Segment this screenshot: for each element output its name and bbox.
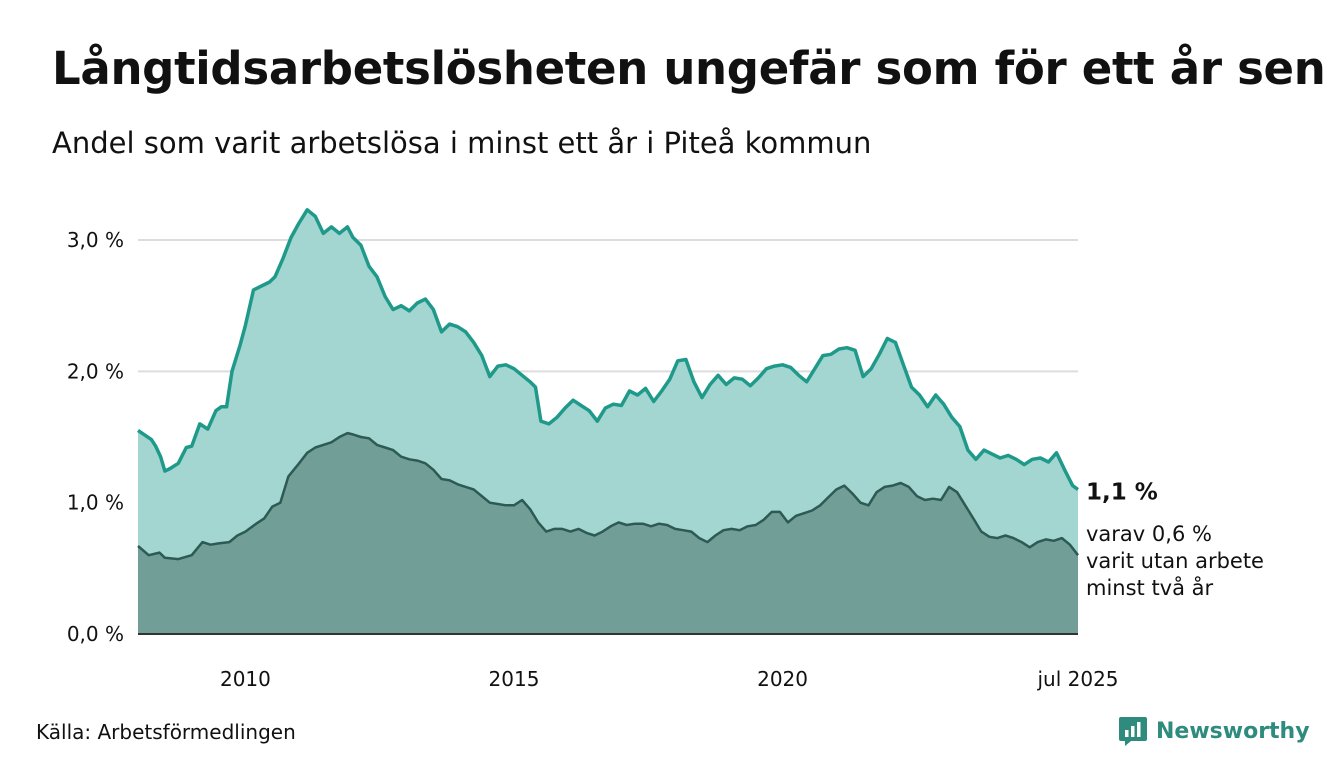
y-axis-ticks: 0,0 % 1,0 % 2,0 % 3,0 % (67, 228, 124, 646)
brand-name: Newsworthy (1156, 718, 1310, 744)
area-minst-tva-ar (138, 433, 1078, 634)
end-label-line: minst två år (1086, 575, 1214, 600)
line-minst-ett-ar (137, 208, 1080, 491)
x-tick-label: jul 2025 (1036, 667, 1118, 691)
newsworthy-logo-icon (1119, 717, 1147, 746)
x-tick-label: 2015 (489, 667, 540, 691)
x-axis-ticks: 2010 2015 2020 jul 2025 (220, 667, 1119, 691)
y-tick-label: 2,0 % (67, 359, 124, 383)
x-tick-label: 2010 (220, 667, 271, 691)
end-label-line: varit utan arbete (1086, 549, 1264, 573)
area-chart: 0,0 % 1,0 % 2,0 % 3,0 % 2010 2015 2020 jul 202… (67, 208, 1264, 691)
end-label-line: varav 0,6 % (1086, 522, 1212, 546)
source-note: Källa: Arbetsförmedlingen (36, 720, 296, 744)
y-tick-label: 1,0 % (67, 491, 124, 515)
chart-subtitle: Andel som varit arbetslösa i minst ett å… (52, 126, 872, 160)
brand-logo[interactable]: Newsworthy (1118, 714, 1310, 748)
y-tick-label: 3,0 % (67, 228, 124, 252)
areas (138, 209, 1078, 635)
x-tick-label: 2020 (757, 667, 808, 691)
y-tick-label: 0,0 % (67, 622, 124, 646)
end-label-minst-tva-ar: varav 0,6 % varit utan arbete minst två år (1086, 522, 1264, 600)
line-minst-tva-ar (137, 431, 1079, 561)
series-lines (137, 208, 1080, 561)
chart-title: Långtidsarbetslösheten ungefär som för e… (52, 42, 1326, 95)
end-label-minst-ett-ar: 1,1 % (1086, 480, 1158, 506)
